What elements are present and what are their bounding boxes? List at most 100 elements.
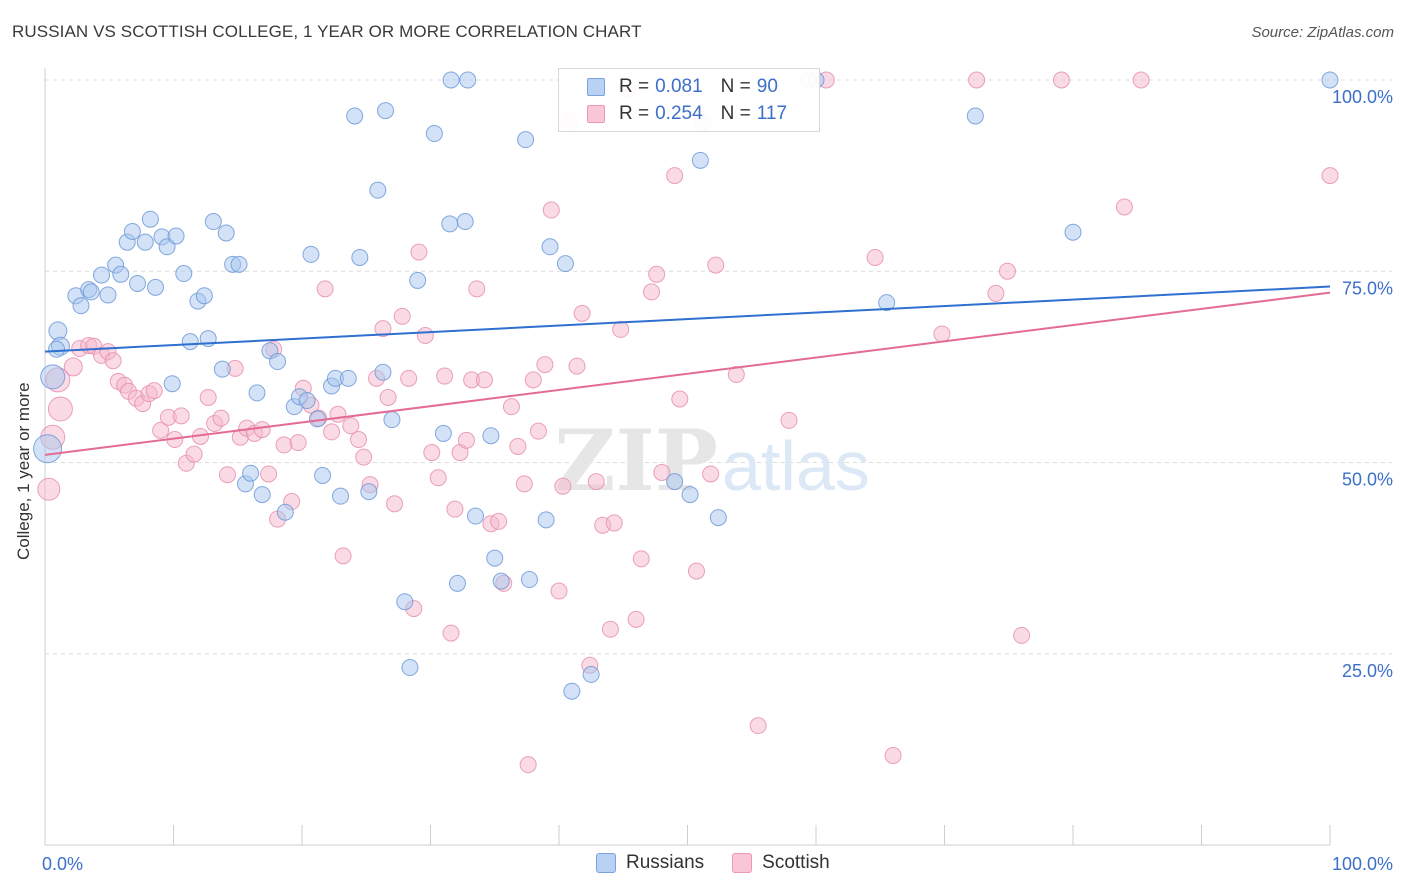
scottish-point xyxy=(643,283,661,301)
legend-n-label: N = xyxy=(720,76,751,97)
scottish-point xyxy=(1321,167,1339,185)
russians-point xyxy=(409,271,427,289)
russians-point xyxy=(181,333,199,351)
watermark: ZIP atlas xyxy=(554,411,870,510)
russians-point xyxy=(456,213,474,231)
russians-point xyxy=(369,181,387,199)
source-label: Source: ZipAtlas.com xyxy=(1251,24,1394,41)
russians-point xyxy=(48,340,66,358)
scottish-point xyxy=(275,436,293,454)
scottish-point xyxy=(393,307,411,325)
russians-point xyxy=(517,131,535,149)
scottish-point xyxy=(47,396,73,422)
russians-point xyxy=(40,364,66,390)
scottish-point xyxy=(536,356,554,374)
russians-point xyxy=(230,255,248,273)
scottish-point xyxy=(423,444,441,462)
y-tick-label: 25.0% xyxy=(1342,661,1393,681)
russians-point xyxy=(556,255,574,273)
scottish-swatch xyxy=(587,105,605,123)
scottish-point xyxy=(457,431,475,449)
russians-point xyxy=(396,593,414,611)
legend-row-scottish: R = 0.254 N = 117 xyxy=(559,100,787,128)
scottish-legend-swatch xyxy=(732,853,753,873)
scottish-point xyxy=(648,265,666,283)
scottish-point xyxy=(627,610,645,628)
scottish-point xyxy=(998,262,1016,280)
scottish-point xyxy=(632,550,650,568)
russians-point xyxy=(520,571,538,589)
legend-n-label: N = xyxy=(720,103,751,124)
russians-point xyxy=(351,248,369,266)
russians-point xyxy=(482,427,500,445)
russians-point xyxy=(175,265,193,283)
scottish-point xyxy=(218,466,236,484)
scottish-point xyxy=(671,390,689,408)
scottish-point xyxy=(316,280,334,298)
russians-series xyxy=(33,71,1339,700)
scottish-point xyxy=(416,327,434,345)
legend-row-russians: R = 0.081 N = 90 xyxy=(559,73,778,101)
russians-point xyxy=(401,659,419,677)
scottish-point xyxy=(519,756,537,774)
russians-point xyxy=(681,486,699,504)
scottish-point xyxy=(502,398,520,416)
scottish-point xyxy=(253,421,271,439)
scottish-point xyxy=(172,407,190,425)
russians-point xyxy=(72,297,90,315)
russians-point xyxy=(492,572,510,590)
scottish-point xyxy=(374,320,392,338)
y-axis-label: College, 1 year or more xyxy=(14,382,33,560)
russians-point xyxy=(709,509,727,527)
russians-point xyxy=(346,107,364,125)
legend-label-russians: Russians xyxy=(626,852,705,873)
scottish-point xyxy=(968,71,986,89)
russians-point xyxy=(217,224,235,242)
russians-point xyxy=(360,483,378,501)
russians-point xyxy=(377,102,395,120)
scottish-point xyxy=(63,357,83,377)
scottish-point xyxy=(342,417,360,435)
russians-legend-swatch xyxy=(596,853,616,873)
russians-point xyxy=(269,353,287,371)
russians-point xyxy=(141,210,159,228)
scottish-series xyxy=(37,71,1339,774)
russians-point xyxy=(213,360,231,378)
scottish-point xyxy=(524,371,542,389)
russians-point xyxy=(314,467,332,485)
tick-labels: 25.0% 50.0% 75.0% 100.0% 0.0% 100.0% xyxy=(42,87,1393,874)
russians-trend-line xyxy=(44,285,1331,353)
scottish-point xyxy=(987,284,1005,302)
russians-point xyxy=(242,464,260,482)
scottish-point xyxy=(568,357,586,375)
scottish-point xyxy=(573,304,591,322)
russians-point xyxy=(442,71,460,89)
scottish-point xyxy=(687,562,705,580)
russians-point xyxy=(167,227,185,245)
scottish-point xyxy=(1132,71,1150,89)
scottish-point xyxy=(550,582,568,600)
russians-point xyxy=(253,486,271,504)
scottish-point xyxy=(653,463,671,481)
russians-point xyxy=(339,369,357,387)
y-tick-label: 100.0% xyxy=(1332,87,1393,107)
scottish-point xyxy=(1013,626,1031,644)
x-tick-label: 0.0% xyxy=(42,854,83,874)
legend-n-value: 117 xyxy=(756,103,788,124)
scottish-trend-line xyxy=(44,291,1331,456)
scottish-point xyxy=(933,325,951,343)
russians-point xyxy=(302,245,320,263)
correlation-legend: R = 0.081 N = 90 R = 0.254 N = 117 xyxy=(558,68,820,132)
series-legend: Russians Scottish xyxy=(596,852,858,874)
russians-point xyxy=(966,107,984,125)
russians-point xyxy=(1064,223,1082,241)
scottish-point xyxy=(436,367,454,385)
scottish-point xyxy=(355,448,373,466)
russians-point xyxy=(332,487,350,505)
scottish-point xyxy=(529,422,547,440)
russians-point xyxy=(195,287,213,305)
legend-r-label: R = xyxy=(619,76,650,97)
scottish-point xyxy=(334,547,352,565)
russians-point xyxy=(163,375,181,393)
russians-point xyxy=(878,294,896,312)
